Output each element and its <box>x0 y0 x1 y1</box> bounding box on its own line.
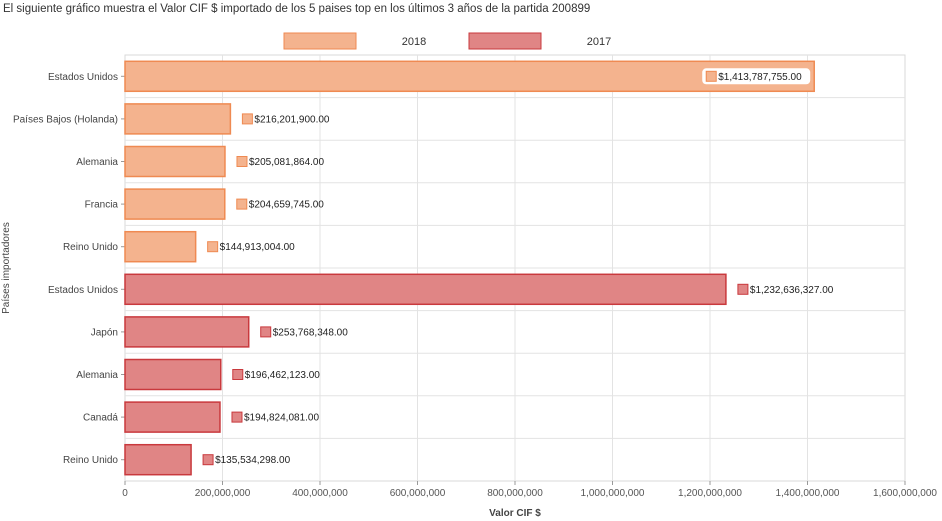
bar-2017 <box>124 358 222 391</box>
data-label: $194,824,081.00 <box>244 413 320 424</box>
bar-2018 <box>124 188 226 220</box>
data-label: $196,462,123.00 <box>245 370 321 381</box>
data-label-marker <box>737 283 749 295</box>
bar-2018 <box>124 103 232 135</box>
data-label: $204,659,745.00 <box>249 200 325 211</box>
bar-2017 <box>124 443 192 476</box>
x-tick-label: 1,400,000,000 <box>776 488 840 499</box>
y-axis-title: Países importadores <box>1 222 12 314</box>
category-label: Reino Unido <box>63 242 118 253</box>
data-label: $253,768,348.00 <box>273 327 349 338</box>
data-label-marker <box>260 326 272 338</box>
bar-2018 <box>124 60 815 93</box>
bar-2018 <box>124 230 197 263</box>
data-label-background <box>702 68 811 85</box>
x-tick-label: 1,200,000,000 <box>678 488 742 499</box>
data-label-marker <box>232 369 244 380</box>
category-label: Estados Unidos <box>48 285 118 296</box>
data-label-marker <box>202 454 214 466</box>
x-tick-label: 200,000,000 <box>195 488 251 499</box>
x-tick-label: 400,000,000 <box>292 488 348 499</box>
legend-swatch-2017 <box>468 32 542 50</box>
data-label-marker <box>231 411 243 423</box>
x-tick-label: 800,000,000 <box>487 488 543 499</box>
x-tick-label: 0 <box>122 488 128 499</box>
data-label-marker <box>705 70 717 82</box>
category-label: Japón <box>91 327 118 338</box>
data-label: $1,232,636,327.00 <box>750 285 834 296</box>
x-tick-label: 1,000,000,000 <box>581 488 645 499</box>
data-label: $144,913,004.00 <box>220 242 296 253</box>
x-axis-title: Valor CIF $ <box>489 508 541 519</box>
chart-caption: El siguiente gráfico muestra el Valor CI… <box>3 3 591 15</box>
legend-label-2017: 2017 <box>587 36 611 48</box>
x-tick-label: 600,000,000 <box>390 488 446 499</box>
bar-2018 <box>124 145 226 178</box>
data-label: $1,413,787,755.00 <box>718 72 802 83</box>
category-label: Canadá <box>83 413 118 424</box>
data-label: $205,081,864.00 <box>249 157 325 168</box>
legend-label-2018: 2018 <box>402 36 426 48</box>
data-label: $216,201,900.00 <box>254 114 330 125</box>
category-label: Francia <box>85 200 119 211</box>
data-label-marker <box>241 113 253 125</box>
legend-swatch-2018 <box>283 32 357 50</box>
data-label-marker <box>207 241 219 253</box>
category-label: Reino Unido <box>63 455 118 466</box>
x-tick-label: 1,600,000,000 <box>873 488 937 499</box>
category-label: Estados Unidos <box>48 72 118 83</box>
data-label: $135,534,298.00 <box>215 455 291 466</box>
bar-2017 <box>124 316 250 348</box>
bar-2017 <box>124 273 727 306</box>
bar-2017 <box>124 401 221 433</box>
data-label-marker <box>236 156 248 167</box>
category-label: Alemania <box>76 157 118 168</box>
category-label: Países Bajos (Holanda) <box>13 114 118 125</box>
category-label: Alemania <box>76 370 118 381</box>
data-label-marker <box>236 198 248 210</box>
